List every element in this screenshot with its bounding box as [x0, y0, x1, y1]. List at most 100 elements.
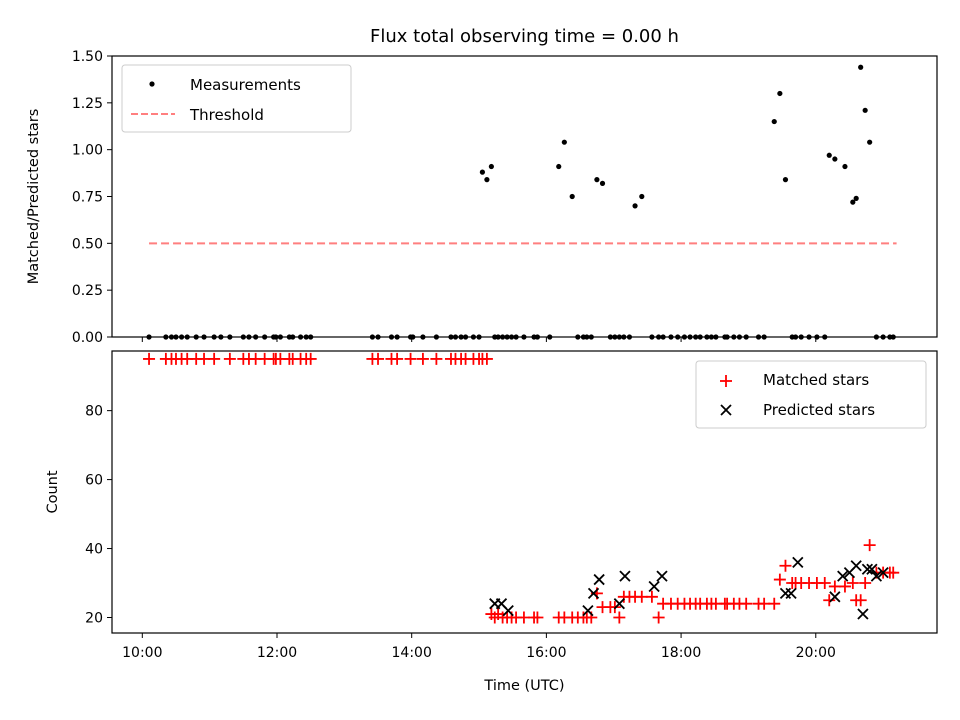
bottom-y-axis-label: Count	[45, 470, 61, 513]
matched-star-point	[818, 577, 831, 590]
top-legend-frame	[121, 64, 352, 133]
predicted-star-point	[587, 587, 600, 599]
predicted-star-point	[502, 604, 514, 617]
matched-star-point	[208, 352, 221, 365]
matched-star-point	[635, 590, 648, 603]
matched-star-point	[391, 352, 404, 365]
matched-star-point	[887, 566, 900, 579]
matched-star-point	[773, 573, 786, 586]
predicted-star-point	[619, 570, 631, 582]
bottom-legend-frame	[695, 360, 927, 429]
predicted-star-point	[829, 591, 841, 603]
bottom-y-axis: 20 40 60 80	[85, 404, 112, 626]
bottom-x-axis-label: Time (UTC)	[483, 678, 564, 694]
matched-star-point	[828, 580, 841, 593]
measurement-point	[484, 177, 490, 183]
predicted-star-point	[861, 563, 874, 575]
measurement-point	[639, 193, 645, 200]
matched-star-point	[854, 594, 867, 607]
measurement-point	[479, 169, 486, 175]
bottom-x-tick-label: 16:00	[526, 645, 566, 661]
predicted-star-point	[866, 563, 878, 575]
legend-marker-predicted-stars	[720, 404, 732, 416]
legend-label-threshold: Threshold	[189, 106, 264, 124]
top-y-tick-label: 0.50	[72, 236, 103, 252]
bottom-y-tick-label: 40	[85, 542, 103, 558]
top-y-tick-label: 1.50	[72, 49, 103, 65]
matched-star-point	[740, 597, 753, 610]
measurement-point	[858, 64, 864, 70]
measurement-point	[599, 180, 606, 186]
measurement-point	[632, 203, 638, 209]
bottom-y-tick-label: 60	[85, 473, 103, 489]
measurement-point	[594, 177, 600, 183]
predicted-star-point	[785, 587, 797, 599]
bottom-axes-frame	[111, 350, 938, 634]
measurement-point	[832, 156, 838, 162]
measurement-point	[488, 163, 494, 170]
legend-label-measurements: Measurements	[190, 76, 301, 94]
predicted-star-point	[857, 608, 869, 620]
legend-marker-measurements	[149, 81, 155, 87]
measurement-point	[826, 152, 832, 158]
top-y-tick-label: 0.75	[72, 190, 103, 206]
bottom-x-axis: 10:00 12:00 14:00 16:00 18:00 20:00	[122, 633, 836, 661]
matched-star-point	[480, 352, 493, 365]
predicted-star-point	[648, 580, 660, 593]
bottom-x-tick-label: 10:00	[122, 645, 162, 661]
matched-star-point	[304, 352, 317, 365]
predicted-star-point	[877, 567, 889, 579]
predicted-star-point	[593, 573, 605, 586]
matched-star-point	[613, 611, 626, 624]
matched-star-point	[652, 611, 665, 624]
top-y-tick-label: 0.25	[72, 283, 103, 299]
matched-star-point	[779, 559, 792, 572]
bottom-legend: Matched stars Predicted stars	[695, 360, 927, 429]
predicted-star-point	[850, 560, 862, 572]
measurement-point	[842, 163, 848, 170]
predicted-star-point	[837, 570, 849, 582]
measurement-point	[569, 193, 575, 200]
matched-star-point	[758, 597, 771, 610]
bottom-plot-area	[143, 352, 900, 624]
matched-star-point	[223, 352, 236, 365]
measurement-point	[777, 90, 783, 97]
predicted-star-point	[792, 556, 804, 568]
matched-star-point	[768, 597, 781, 610]
measurement-point	[561, 139, 567, 145]
predicted-star-point	[870, 570, 883, 582]
bottom-x-tick-label: 20:00	[796, 645, 836, 661]
matched-star-point	[645, 590, 658, 603]
top-y-axis-label: Matched/Predicted stars	[26, 109, 42, 285]
bottom-y-tick-label: 80	[85, 404, 103, 420]
legend-label-matched-stars: Matched stars	[763, 371, 869, 389]
matched-star-point	[416, 352, 429, 365]
predicted-star-point	[656, 570, 668, 582]
matched-star-point	[531, 611, 544, 624]
matched-star-point	[846, 577, 859, 590]
matched-star-point	[823, 594, 836, 607]
measurement-point	[867, 139, 873, 145]
measurement-point	[853, 195, 859, 201]
predicted-star-point	[613, 598, 625, 610]
legend-marker-matched-stars	[720, 375, 732, 387]
legend-label-predicted-stars: Predicted stars	[763, 401, 875, 419]
top-axes-frame	[111, 55, 938, 338]
top-chart-title: Flux total observing time = 0.00 h	[370, 26, 679, 47]
bottom-x-tick-label: 14:00	[392, 645, 432, 661]
matched-star-point	[863, 539, 876, 552]
top-y-tick-label: 1.25	[72, 96, 103, 112]
bottom-y-tick-label: 20	[85, 610, 103, 626]
measurement-point	[771, 118, 777, 125]
matched-star-point	[430, 352, 443, 365]
matched-star-point	[859, 577, 872, 590]
bottom-x-tick-label: 18:00	[661, 645, 701, 661]
top-y-tick-label: 0.00	[72, 330, 103, 346]
top-y-tick-label: 1.00	[72, 143, 103, 159]
matched-star-point	[143, 352, 156, 365]
bottom-x-tick-label: 12:00	[257, 645, 297, 661]
top-legend: Measurements Threshold	[121, 64, 352, 133]
matched-star-point	[198, 352, 211, 365]
measurement-point	[556, 163, 562, 170]
